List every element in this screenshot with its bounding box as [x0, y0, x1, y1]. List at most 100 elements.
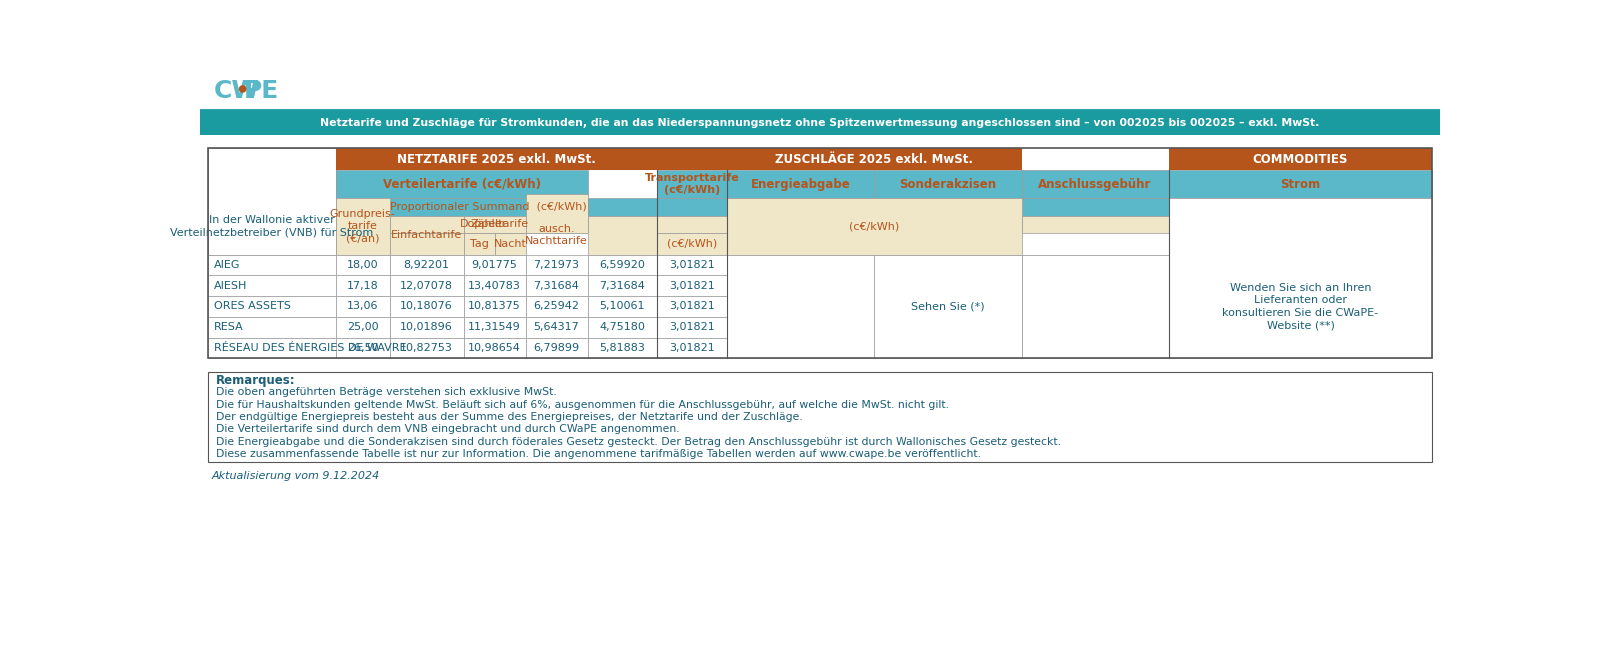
Text: Die Verteilertarife sind durch dem VNB eingebracht und durch CWaPE angenommen.: Die Verteilertarife sind durch dem VNB e…	[216, 424, 678, 434]
Bar	[1021, 170, 1168, 198]
Text: 10,81375: 10,81375	[469, 301, 522, 311]
Bar	[658, 216, 726, 233]
Bar	[525, 338, 587, 359]
Text: Proportionaler Summand  (c€/kWh): Proportionaler Summand (c€/kWh)	[390, 202, 587, 212]
Bar	[464, 216, 525, 233]
Bar	[726, 148, 1021, 170]
Bar	[525, 255, 587, 275]
Bar	[587, 338, 658, 359]
Text: Wenden Sie sich an Ihren
Lieferanten oder
konsultieren Sie die CWaPE-
Website (*: Wenden Sie sich an Ihren Lieferanten ode…	[1222, 283, 1379, 330]
Bar	[587, 317, 658, 338]
Text: 8,92201: 8,92201	[403, 260, 450, 270]
Bar	[336, 148, 658, 170]
Bar	[726, 338, 874, 359]
Bar	[336, 170, 587, 198]
Bar	[1021, 198, 1168, 216]
Bar	[1168, 216, 1432, 233]
Bar	[1168, 198, 1432, 359]
Text: RÉSEAU DES ÉNERGIES DE WAVRE: RÉSEAU DES ÉNERGIES DE WAVRE	[214, 343, 406, 353]
Circle shape	[240, 86, 246, 92]
Text: Tag: Tag	[469, 239, 488, 249]
Text: 26,50: 26,50	[347, 343, 379, 353]
Text: Transporttarife
(c€/kWh): Transporttarife (c€/kWh)	[645, 173, 739, 195]
Text: 4,75180: 4,75180	[600, 322, 645, 332]
Bar	[726, 255, 874, 275]
Text: Sonderakzisen: Sonderakzisen	[899, 178, 997, 191]
Bar	[464, 255, 525, 275]
Bar	[390, 255, 464, 275]
Bar	[587, 255, 658, 275]
Text: 3,01821: 3,01821	[669, 322, 715, 332]
Text: ORES ASSETS: ORES ASSETS	[214, 301, 291, 311]
Bar	[208, 275, 336, 296]
Text: Diese zusammenfassende Tabelle ist nur zur Information. Die angenommene tarifmäß: Diese zusammenfassende Tabelle ist nur z…	[216, 449, 981, 459]
Bar	[726, 198, 1021, 255]
Bar	[658, 296, 726, 317]
Text: Der endgültige Energiepreis besteht aus der Summe des Energiepreises, der Netzta: Der endgültige Energiepreis besteht aus …	[216, 412, 802, 422]
Text: 3,01821: 3,01821	[669, 260, 715, 270]
Text: 12,07078: 12,07078	[400, 281, 453, 291]
Text: 3,01821: 3,01821	[669, 281, 715, 291]
Bar	[726, 198, 874, 216]
Text: Remarques:: Remarques:	[216, 374, 294, 386]
Bar	[658, 338, 726, 359]
Bar	[464, 317, 525, 338]
Bar	[726, 275, 874, 296]
Bar	[874, 170, 1021, 198]
Bar	[336, 275, 390, 296]
Bar	[1168, 198, 1432, 216]
Bar	[208, 255, 336, 275]
Bar	[390, 198, 587, 216]
Bar	[525, 296, 587, 317]
Bar	[336, 198, 390, 255]
Bar	[200, 111, 1440, 135]
Text: 7,31684: 7,31684	[600, 281, 645, 291]
Bar	[874, 255, 1021, 359]
Bar	[336, 317, 390, 338]
Text: Energieabgabe: Energieabgabe	[750, 178, 851, 191]
Bar	[390, 216, 587, 233]
Bar	[587, 198, 658, 216]
Bar	[525, 195, 587, 233]
Text: 5,10061: 5,10061	[600, 301, 645, 311]
Bar	[200, 135, 1440, 148]
Bar	[1168, 198, 1432, 255]
Bar	[1021, 216, 1168, 233]
Bar	[874, 275, 1021, 296]
Bar	[874, 198, 1021, 216]
Bar	[587, 296, 658, 317]
Bar	[464, 296, 525, 317]
Bar	[874, 216, 1021, 233]
Bar	[658, 198, 726, 216]
Text: (c€/kWh): (c€/kWh)	[850, 221, 899, 232]
Text: 6,25942: 6,25942	[533, 301, 579, 311]
Bar	[874, 296, 1021, 317]
Text: ausch.
Nachttarife: ausch. Nachttarife	[525, 224, 587, 247]
Bar	[1168, 170, 1432, 198]
Text: 5,64317: 5,64317	[534, 322, 579, 332]
Bar	[726, 317, 874, 338]
Bar	[208, 148, 1432, 359]
Bar	[336, 338, 390, 359]
Bar	[726, 296, 874, 317]
Text: 6,59920: 6,59920	[600, 260, 645, 270]
Text: Anschlussgebühr: Anschlussgebühr	[1038, 178, 1152, 191]
Text: 13,40783: 13,40783	[469, 281, 522, 291]
Bar	[587, 275, 658, 296]
Bar	[336, 255, 390, 275]
Text: 11,31549: 11,31549	[469, 322, 522, 332]
Bar	[208, 338, 336, 359]
Text: (c€/kWh): (c€/kWh)	[667, 239, 717, 249]
Text: Netztarife und Zuschläge für Stromkunden, die an das Niederspannungsnetz ohne Sp: Netztarife und Zuschläge für Stromkunden…	[320, 118, 1320, 128]
Text: 6,79899: 6,79899	[533, 343, 579, 353]
Bar	[658, 317, 726, 338]
Text: 9,01775: 9,01775	[472, 260, 517, 270]
Bar	[390, 216, 464, 233]
Bar	[874, 255, 1021, 275]
Text: AIESH: AIESH	[214, 281, 248, 291]
Bar	[208, 317, 336, 338]
Text: 10,18076: 10,18076	[400, 301, 453, 311]
Text: 10,82753: 10,82753	[400, 343, 453, 353]
Text: Die Energieabgabe und die Sonderakzisen sind durch föderales Gesetz gesteckt. De: Die Energieabgabe und die Sonderakzisen …	[216, 437, 1061, 447]
Text: 7,31684: 7,31684	[533, 281, 579, 291]
